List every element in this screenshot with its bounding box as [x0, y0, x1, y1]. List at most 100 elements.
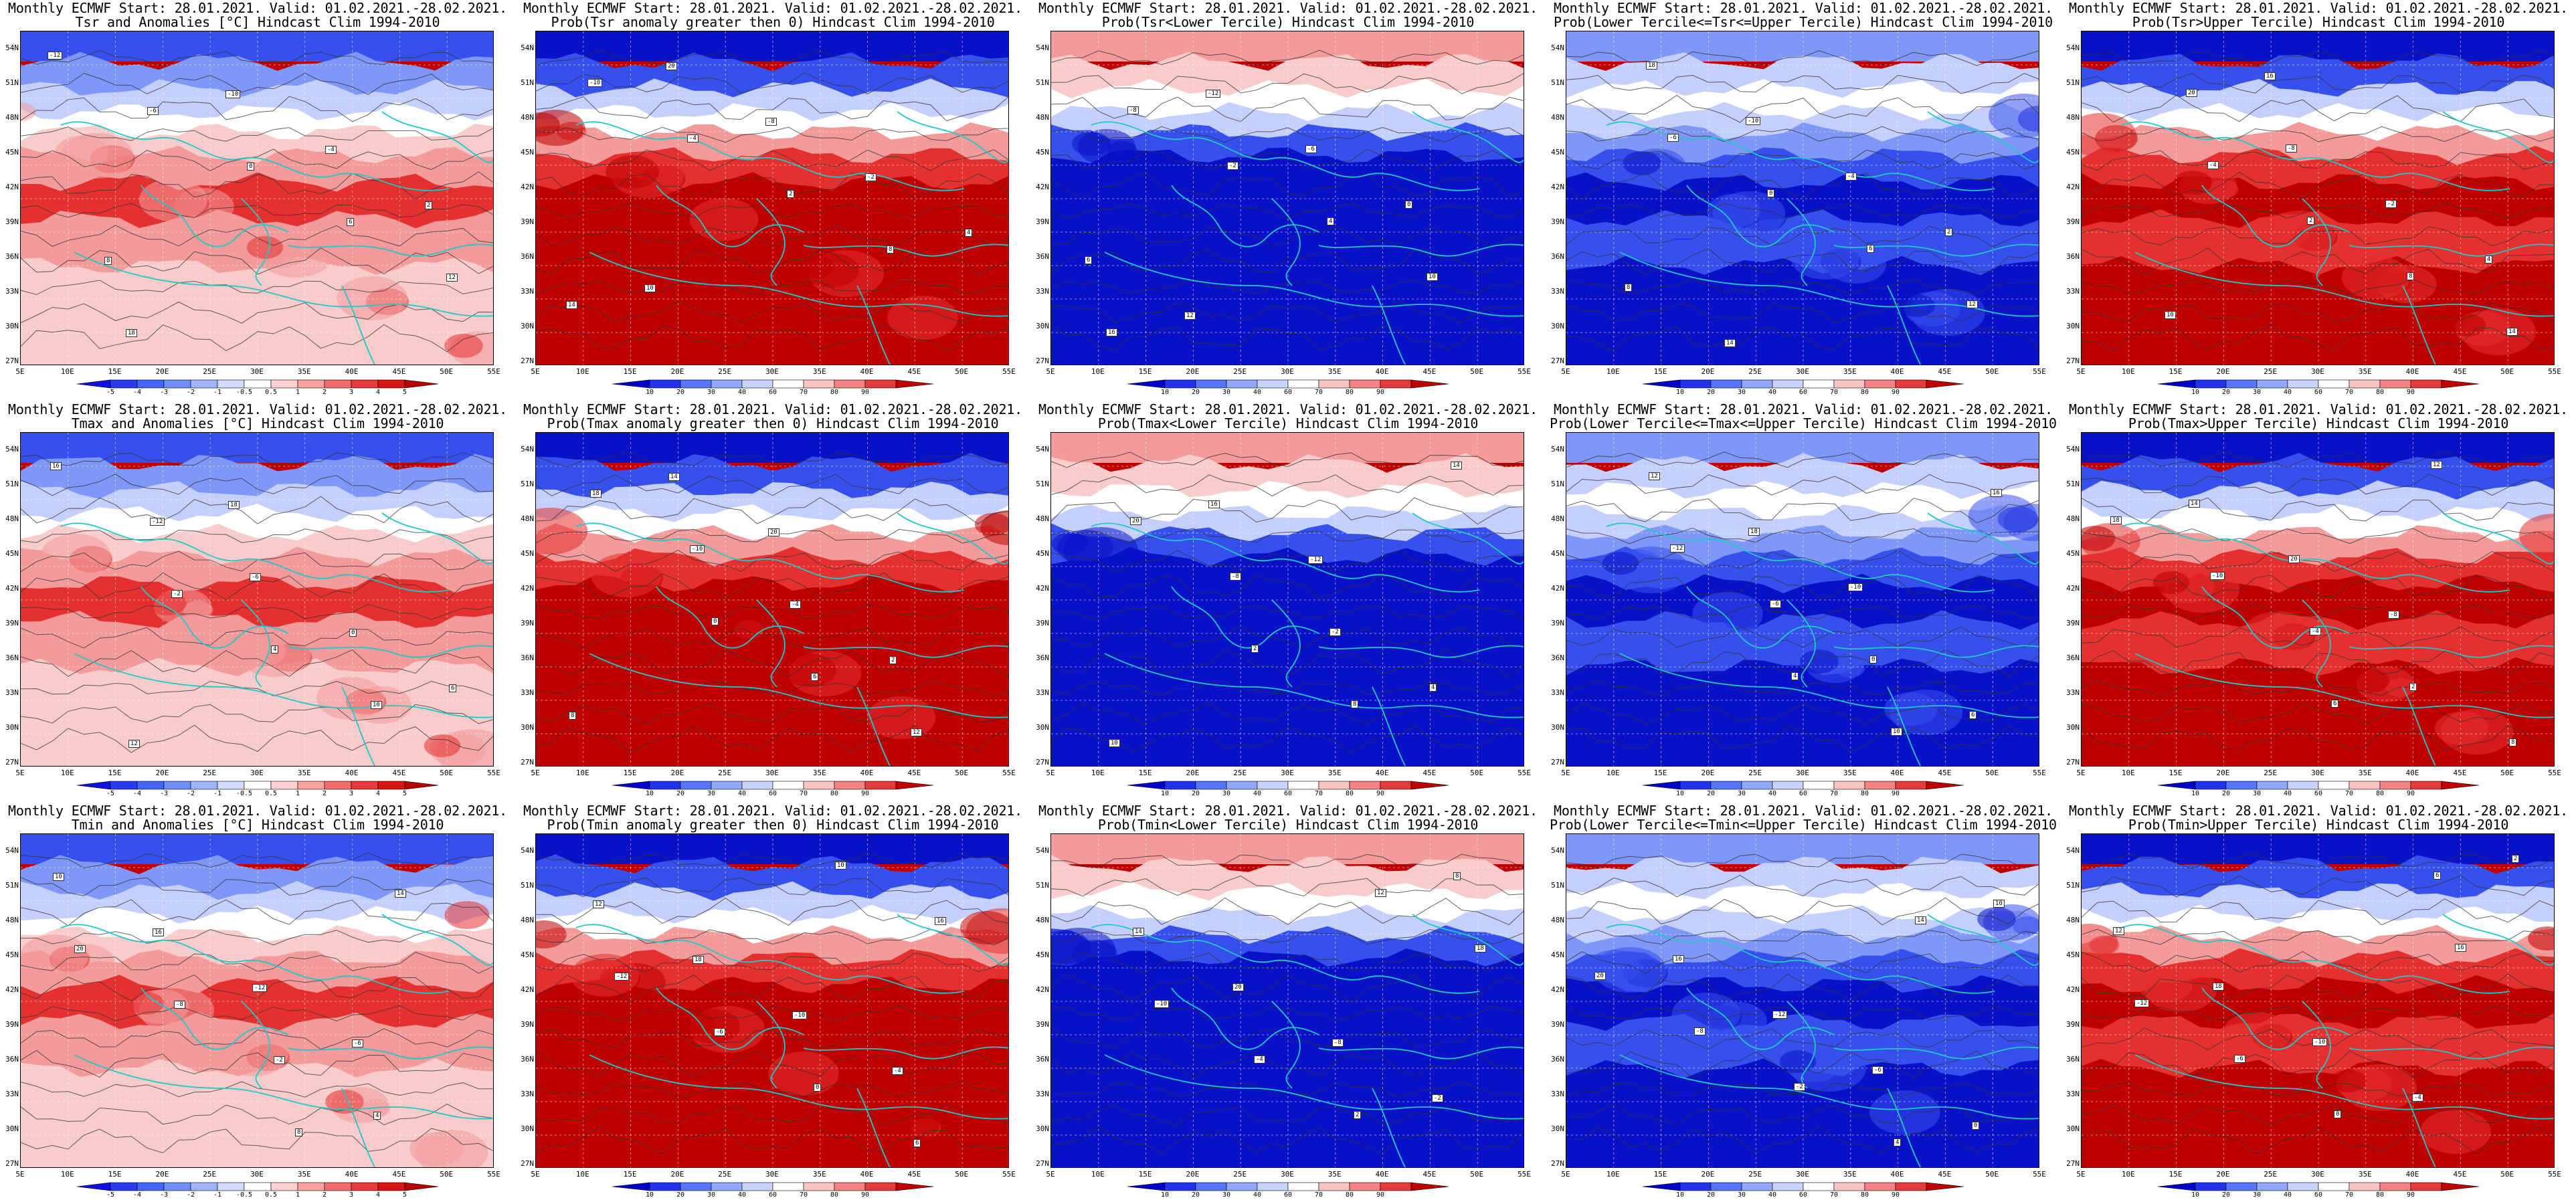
contour-value-label: 14	[395, 890, 406, 898]
colorbar	[612, 780, 934, 793]
colorbar-swatch	[2318, 1182, 2350, 1191]
colorbar-label: 30	[2252, 1191, 2262, 1199]
longitude-label: 30E	[765, 367, 779, 376]
field-band	[536, 256, 1008, 365]
longitude-label: 35E	[1327, 769, 1342, 777]
map-frame: -12 -6 0 6 12 18 -10 -4 2 8	[20, 31, 494, 365]
latitude-label: 48N	[5, 514, 19, 523]
temperature-contour	[21, 72, 493, 95]
coastline	[2302, 1001, 2331, 1089]
colorbar-label: 80	[2375, 389, 2385, 396]
colorbar-swatch	[1772, 1182, 1804, 1191]
colorbar-swatch	[1772, 781, 1804, 790]
contour-value-label: 6	[2331, 700, 2339, 708]
field-blotch	[2341, 256, 2411, 299]
contour-value-label: 16	[2455, 944, 2466, 952]
contour-value-label: 8	[1625, 284, 1633, 292]
map-panel: Monthly ECMWF Start: 28.01.2021. Valid: …	[2061, 803, 2576, 1204]
colorbar-swatch	[711, 1182, 743, 1191]
colorbar-label: 90	[2406, 389, 2415, 396]
field-band	[21, 834, 493, 864]
latitude-label: 51N	[1036, 78, 1049, 87]
longitude-label: 45E	[1938, 769, 1952, 777]
colorbar-label: -1	[213, 389, 222, 396]
field-blotch	[1072, 132, 1111, 156]
coastline	[856, 1088, 891, 1167]
contour-value-label: 0	[1972, 1122, 1980, 1130]
colorbar-label: 20	[2221, 389, 2231, 396]
coastline	[241, 198, 270, 286]
temperature-contour	[536, 1028, 1008, 1049]
latitude-label: 42N	[1551, 584, 1564, 593]
latitude-label: 54N	[521, 43, 534, 52]
contour-value-label: -2	[1432, 1094, 1443, 1102]
field-blotch	[2082, 924, 2118, 960]
colorbar-swatch	[1349, 781, 1381, 790]
coastline	[1927, 914, 2039, 966]
longitude-label: 10E	[2121, 367, 2135, 376]
field-blotch	[2518, 514, 2554, 557]
map-frame: -10 -4 2 8 14 20 -8 -2 4 10	[535, 31, 1009, 365]
latitude-label: 42N	[1036, 584, 1049, 593]
colorbar-swatch	[2410, 1182, 2442, 1191]
longitude-label: 30E	[2311, 367, 2324, 376]
field-blotch	[1427, 1128, 1465, 1152]
map-panel: Monthly ECMWF Start: 28.01.2021. Valid: …	[0, 0, 515, 401]
colorbar-swatch	[2349, 1182, 2381, 1191]
latitude-label: 51N	[1551, 78, 1564, 87]
latitude-label: 33N	[521, 1090, 534, 1098]
colorbar-swatch	[2287, 781, 2319, 790]
coastline	[1271, 198, 1301, 286]
field-blotch	[887, 296, 958, 340]
colorbar-label: 10	[1160, 389, 1170, 396]
temperature-contour	[1566, 550, 2039, 573]
latitude-label: 45N	[1551, 950, 1564, 959]
latitude-label: 30N	[5, 1124, 19, 1133]
temperature-contour	[2082, 126, 2554, 142]
contour-value-label: -6	[2234, 1055, 2245, 1063]
latitude-label: 33N	[521, 287, 534, 296]
map-frame: 6 12 18 -10 -4 2 8 14 20 -8	[2081, 432, 2555, 767]
latitude-label: 51N	[521, 480, 534, 488]
coastline	[2349, 243, 2554, 257]
longitude-label: 5E	[15, 367, 25, 376]
map-title-line2: Prob(Tsr>Upper Tercile) Hindcast Clim 19…	[2132, 14, 2505, 30]
colorbar-swatch	[2410, 781, 2442, 790]
contour-value-label: 10	[644, 284, 656, 292]
contour-value-label: 12	[128, 740, 140, 748]
temperature-contour	[1566, 278, 2039, 296]
colorbar-swatch	[1287, 1182, 1319, 1191]
longitude-label: 25E	[203, 1170, 217, 1179]
latitude-label: 48N	[521, 916, 534, 924]
coastline	[756, 599, 786, 688]
longitude-label: 5E	[531, 1170, 540, 1179]
contour-value-label: -8	[2286, 144, 2297, 153]
contour-value-label: -2	[1794, 1083, 1805, 1091]
longitude-label: 25E	[718, 367, 732, 376]
map-panel: Monthly ECMWF Start: 28.01.2021. Valid: …	[1546, 401, 2061, 803]
longitude-label: 15E	[108, 1170, 122, 1179]
temperature-contour	[536, 680, 1008, 697]
coastline	[803, 645, 1008, 658]
colorbar-swatch	[1642, 781, 1681, 790]
colorbar	[1127, 1181, 1449, 1194]
longitude-label: 35E	[1843, 367, 1857, 376]
temperature-contour	[536, 1104, 1008, 1126]
latitude-label: 39N	[1551, 217, 1564, 226]
longitude-label: 35E	[297, 1170, 311, 1179]
contour-value-label: 12	[446, 274, 458, 282]
field-blotch	[768, 1051, 839, 1096]
coastline	[1372, 285, 1406, 365]
coastline	[341, 686, 376, 766]
colorbar-swatch	[1926, 781, 1964, 790]
longitude-label: 30E	[765, 769, 779, 777]
field-blotch	[1623, 151, 1661, 175]
latitude-label: 48N	[1036, 514, 1049, 523]
latitude-label: 51N	[521, 881, 534, 890]
map-field	[1051, 433, 1524, 766]
longitude-label: 25E	[1233, 367, 1247, 376]
coastline	[2402, 686, 2437, 766]
map-title-line1: Monthly ECMWF Start: 28.01.2021. Valid: …	[1554, 401, 2053, 417]
latitude-label: 33N	[1036, 287, 1049, 296]
colorbar-swatch	[190, 1182, 218, 1191]
